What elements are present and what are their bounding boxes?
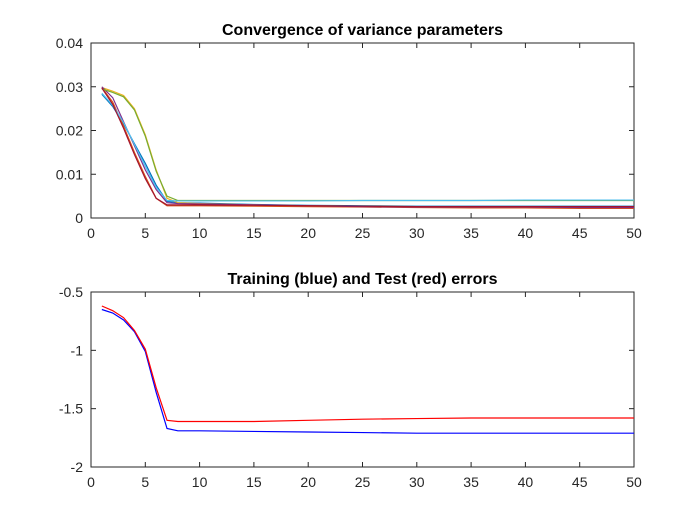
x-tick-label: 20 [300,474,316,490]
series-line-bottom-1 [101,308,634,434]
x-tick-label: 10 [192,225,208,241]
chart-title-top: Convergence of variance parameters [222,22,503,39]
x-tick-label: 45 [572,474,588,490]
x-tick-label: 30 [409,225,425,241]
y-tick-label: -1 [71,342,84,358]
x-tick-label: 35 [463,225,479,241]
x-tick-label: 50 [626,225,642,241]
y-tick-label: -1.5 [59,401,83,417]
y-tick-label: 0 [75,210,83,226]
x-tick-label: 15 [246,474,262,490]
x-tick-label: 10 [192,474,208,490]
y-tick-label: 0.03 [56,79,83,95]
x-tick-label: 20 [300,225,316,241]
y-tick-label: 0.02 [56,123,83,139]
x-tick-label: 5 [141,225,149,241]
variance-parameters-plot: Convergence of variance parameters 0 5 10 1… [56,22,642,241]
plot-area-bottom [90,291,635,468]
axis-ticks-bottom: 0 5 10 15 20 25 30 35 40 45 50 -2 -1.5 -1 -0.5 [59,284,642,490]
series-lines-top [101,86,634,209]
y-tick-label: 0.04 [56,35,83,51]
x-tick-label: 25 [355,474,371,490]
axis-ticks-top: 0 5 10 15 20 25 30 35 40 45 50 0 0.01 0.02 0.03 0.04 [56,35,642,241]
x-tick-label: 40 [518,474,534,490]
plot-area-top [90,42,635,219]
series-lines-bottom [101,305,634,434]
series-line-bottom-2 [101,305,634,423]
y-tick-label: 0.01 [56,166,83,182]
series-line-top-7 [101,87,634,208]
series-line-top-6 [101,92,634,202]
x-tick-label: 0 [87,474,95,490]
x-tick-label: 15 [246,225,262,241]
x-tick-label: 0 [87,225,95,241]
series-line-top-2 [101,87,634,209]
errors-plot: Training (blue) and Test (red) errors 0 5… [59,271,642,490]
x-tick-label: 30 [409,474,425,490]
x-tick-label: 5 [141,474,149,490]
chart-title-bottom: Training (blue) and Test (red) errors [228,271,498,288]
x-tick-label: 45 [572,225,588,241]
y-tick-label: -2 [71,459,84,475]
x-tick-label: 40 [518,225,534,241]
x-tick-label: 25 [355,225,371,241]
x-tick-label: 35 [463,474,479,490]
x-tick-label: 50 [626,474,642,490]
y-tick-label: -0.5 [59,284,83,300]
